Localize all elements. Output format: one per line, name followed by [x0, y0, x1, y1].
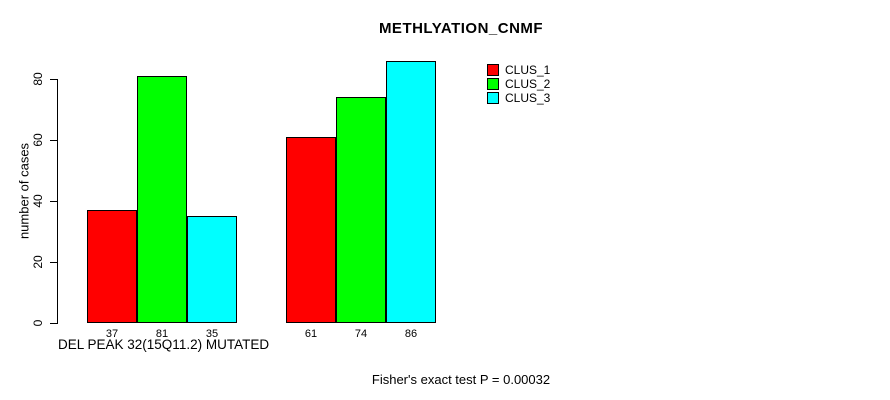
fisher-test-annotation: Fisher's exact test P = 0.00032	[371, 372, 551, 387]
bar-clus_3-group2	[386, 61, 436, 323]
legend-swatch-icon	[487, 92, 499, 104]
y-tick-label: 0	[31, 319, 45, 327]
y-tick	[50, 79, 57, 80]
legend-label: CLUS_2	[505, 77, 551, 91]
chart-title: METHLYATION_CNMF	[378, 20, 544, 37]
bar-value-label: 35	[205, 328, 219, 340]
legend-row-clus_3: CLUS_3	[487, 91, 550, 105]
legend-label: CLUS_1	[505, 63, 551, 77]
y-tick-label: 60	[31, 133, 45, 147]
bar-clus_1-group2	[286, 137, 336, 323]
y-tick	[50, 201, 57, 202]
legend: CLUS_1 CLUS_2 CLUS_3	[487, 63, 550, 105]
legend-row-clus_2: CLUS_2	[487, 77, 550, 91]
bar-clus_1-group1	[87, 210, 137, 323]
legend-swatch-icon	[487, 64, 499, 76]
bar-clus_2-group2	[336, 97, 386, 323]
y-tick-label: 80	[31, 72, 45, 86]
bar-value-label: 86	[404, 328, 418, 340]
bar-value-label: 37	[105, 328, 119, 340]
y-tick	[50, 140, 57, 141]
x-axis-label: DEL PEAK 32(15Q11.2) MUTATED	[58, 337, 270, 352]
bar-value-label: 61	[304, 328, 318, 340]
y-tick-label: 20	[31, 255, 45, 269]
bar-clus_2-group1	[137, 76, 187, 323]
legend-swatch-icon	[487, 78, 499, 90]
y-axis-line	[57, 79, 58, 324]
legend-label: CLUS_3	[505, 91, 551, 105]
y-tick	[50, 262, 57, 263]
bar-value-label: 74	[354, 328, 368, 340]
y-tick	[50, 323, 57, 324]
y-tick-label: 40	[31, 194, 45, 208]
bar-clus_3-group1	[187, 216, 237, 323]
y-axis-label: number of cases	[16, 142, 32, 240]
legend-row-clus_1: CLUS_1	[487, 63, 550, 77]
bar-value-label: 81	[155, 328, 169, 340]
